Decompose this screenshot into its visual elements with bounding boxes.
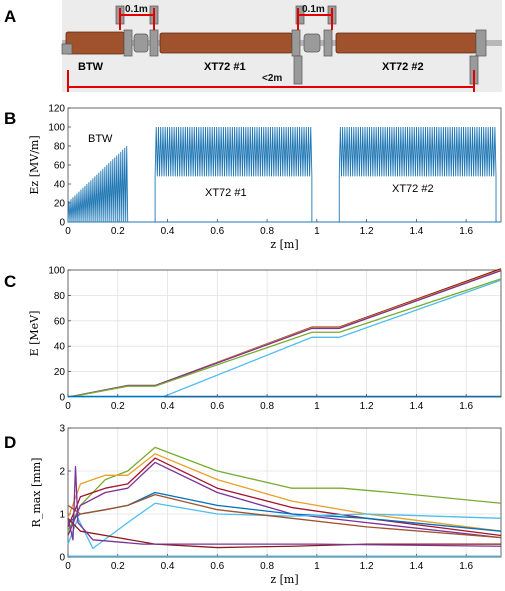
chart-c-energy: 0 0.2 0.4 0.6 0.8 1 1.2 1.4 1.6 0 20 40 60 80 100 E [Me… (28, 266, 502, 412)
x-tick-label: 0.4 (161, 401, 175, 412)
quadrupole (303, 33, 321, 53)
panel-letter-a: A (4, 7, 16, 26)
x-tick-label: 0.6 (210, 401, 224, 412)
x-tick-label: 1.6 (459, 226, 473, 237)
x-tick-label: 1.2 (360, 561, 374, 572)
xt72-1-structure (159, 32, 293, 54)
radius-series-8 (67, 466, 502, 547)
chart-b-field: 0 0.2 0.4 0.6 0.8 1 1.2 1.4 1.6 0 20 40 60 80 100 120 BT… (28, 104, 502, 251)
x-tick-label: 0.4 (161, 226, 175, 237)
flange (123, 29, 133, 57)
energy-series-1 (67, 269, 502, 398)
x-tick-label: 0.6 (210, 226, 224, 237)
y-tick-label: 80 (54, 142, 66, 153)
annotation-btw: BTW (88, 133, 113, 145)
y-tick-label: 20 (54, 367, 66, 378)
gun-port (61, 43, 73, 55)
dim-label-total: <2m (262, 73, 282, 84)
quadrupole (133, 33, 149, 53)
y-tick-label: 60 (54, 316, 66, 327)
radius-series-3 (67, 461, 502, 539)
x-tick-label: 0.2 (111, 401, 125, 412)
flange (149, 29, 159, 57)
y-tick-label: 20 (54, 199, 66, 210)
field-series-xt72-2 (338, 126, 497, 222)
x-tick-label: 1 (314, 561, 320, 572)
radius-series-1 (67, 453, 502, 532)
x-tick-label: 0 (65, 226, 71, 237)
panel-letter-c: C (4, 272, 16, 291)
y-tick-label: 0 (59, 553, 65, 564)
x-tick-label: 0 (65, 401, 71, 412)
xt72-2-structure (335, 32, 477, 54)
x-tick-label: 1.6 (459, 561, 473, 572)
accelerator-schematic: 0.1m 0.1m <2m BTW XT72 #1 XT72 #2 (61, 0, 502, 92)
x-axis-label: z [m] (270, 238, 298, 251)
y-tick-label: 1 (59, 510, 65, 521)
flange (475, 29, 487, 57)
rf-port (293, 55, 303, 85)
y-tick-label: 100 (48, 123, 65, 134)
y-tick-label: 0 (59, 218, 65, 229)
y-axis-label: R_max [mm] (30, 458, 43, 528)
flange (323, 29, 333, 57)
y-tick-label: 60 (54, 161, 66, 172)
panel-letter-b: B (4, 109, 16, 128)
field-series-btw (67, 145, 129, 223)
x-tick-label: 0.8 (260, 226, 274, 237)
dim-label-btw-gap: 0.1m (125, 4, 148, 15)
y-tick-label: 3 (59, 424, 65, 435)
x-tick-label: 0.2 (111, 561, 125, 572)
x-tick-label: 1.2 (360, 226, 374, 237)
x-tick-label: 1.2 (360, 401, 374, 412)
y-tick-label: 80 (54, 291, 66, 302)
x-tick-label: 0.2 (111, 226, 125, 237)
x-tick-label: 0.8 (260, 401, 274, 412)
section-label-xt72-1: XT72 #1 (204, 61, 246, 73)
y-tick-label: 100 (48, 266, 65, 277)
energy-series-0 (67, 268, 502, 398)
energy-series-2 (67, 270, 502, 398)
y-tick-label: 2 (59, 467, 65, 478)
x-tick-label: 1.4 (409, 226, 423, 237)
panel-letter-d: D (4, 433, 16, 452)
dim-label-xt-gap: 0.1m (302, 4, 325, 15)
btw-structure (65, 31, 125, 55)
y-axis-label: Ez [MV/m] (28, 135, 41, 194)
x-tick-label: 0 (65, 561, 71, 572)
x-tick-label: 1 (314, 401, 320, 412)
x-tick-label: 1.6 (459, 401, 473, 412)
chart-d-radius: 0 0.2 0.4 0.6 0.8 1 1.2 1.4 1.6 0 1 2 3 z [m] R_max [m… (30, 424, 502, 586)
plot-frame (67, 269, 502, 398)
plot-frame (67, 427, 502, 558)
x-tick-label: 1 (314, 226, 320, 237)
section-label-btw: BTW (78, 61, 104, 73)
annotation-xt72-2: XT72 #2 (392, 183, 434, 195)
x-tick-label: 1.4 (409, 561, 423, 572)
section-label-xt72-2: XT72 #2 (382, 61, 424, 73)
radius-series-6 (67, 493, 502, 539)
y-tick-label: 40 (54, 342, 66, 353)
y-tick-label: 40 (54, 180, 66, 191)
annotation-xt72-1: XT72 #1 (205, 187, 247, 199)
x-tick-label: 1.4 (409, 401, 423, 412)
flange (291, 29, 301, 57)
x-tick-label: 0.4 (161, 561, 175, 572)
x-axis-label: z [m] (270, 573, 298, 586)
y-axis-label: E [MeV] (28, 311, 41, 357)
x-tick-label: 0.6 (210, 561, 224, 572)
y-tick-label: 0 (59, 393, 65, 404)
field-series-xt72-1 (154, 126, 313, 222)
y-tick-label: 120 (48, 104, 65, 115)
radius-series-5 (67, 502, 502, 550)
x-tick-label: 0.8 (260, 561, 274, 572)
